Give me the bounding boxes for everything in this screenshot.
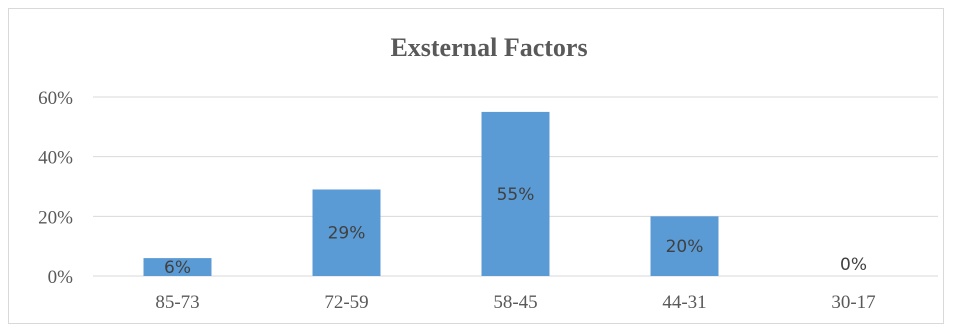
chart-title: Exsternal Factors <box>390 33 587 62</box>
bar <box>650 216 719 276</box>
bar <box>312 189 381 276</box>
data-label: 6% <box>164 258 191 278</box>
y-tick-label: 20% <box>38 207 73 228</box>
bar <box>481 111 550 277</box>
y-tick-label: 60% <box>38 88 73 109</box>
bars <box>143 111 719 277</box>
data-label: 20% <box>666 237 704 257</box>
x-tick-label: 85-73 <box>155 292 199 313</box>
x-tick-label: 30-17 <box>831 292 875 313</box>
data-label: 55% <box>497 185 535 205</box>
y-tick-label: 0% <box>48 267 74 288</box>
bar <box>143 258 212 276</box>
y-tick-label: 40% <box>38 148 73 169</box>
x-tick-label: 44-31 <box>662 292 706 313</box>
x-tick-label: 58-45 <box>493 292 537 313</box>
data-label: 0% <box>840 255 867 275</box>
y-axis-ticks: 0% 20% 40% 60% <box>38 88 73 288</box>
data-label: 29% <box>328 224 366 244</box>
x-axis-ticks: 85-73 72-59 58-45 44-31 30-17 <box>155 292 875 313</box>
x-tick-label: 72-59 <box>324 292 368 313</box>
data-labels: 6% 29% 55% 20% 0% <box>164 185 867 278</box>
